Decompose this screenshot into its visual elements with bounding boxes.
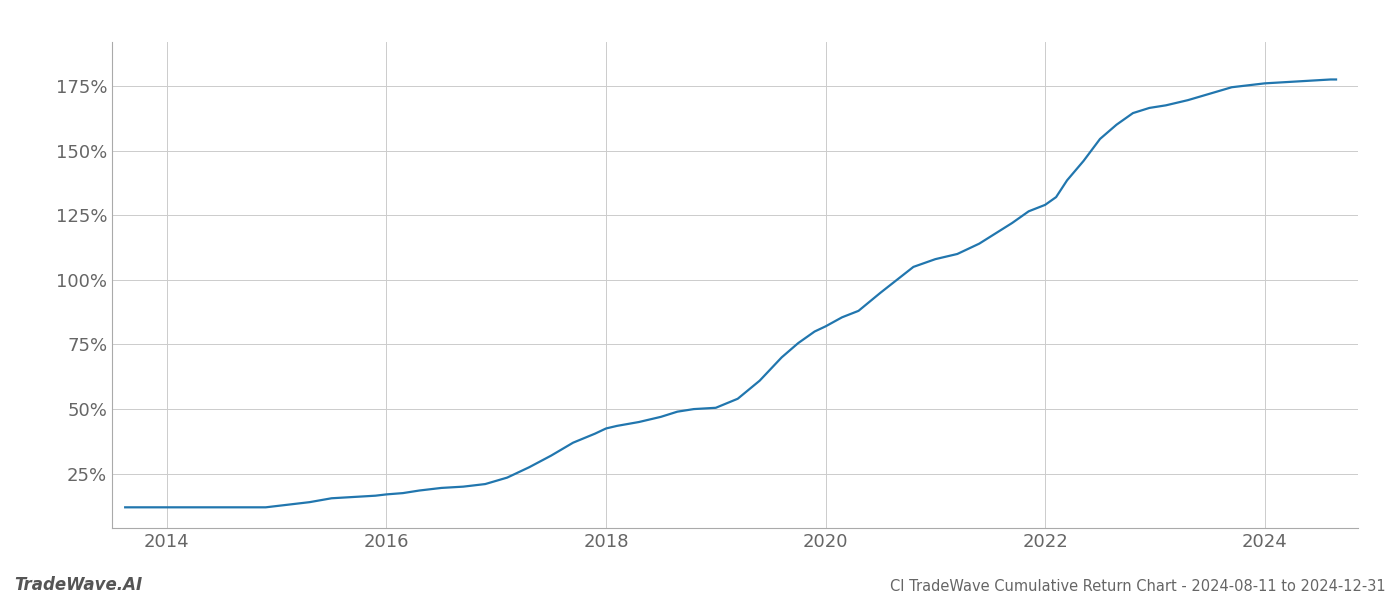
Text: TradeWave.AI: TradeWave.AI xyxy=(14,576,143,594)
Text: CI TradeWave Cumulative Return Chart - 2024-08-11 to 2024-12-31: CI TradeWave Cumulative Return Chart - 2… xyxy=(890,579,1386,594)
